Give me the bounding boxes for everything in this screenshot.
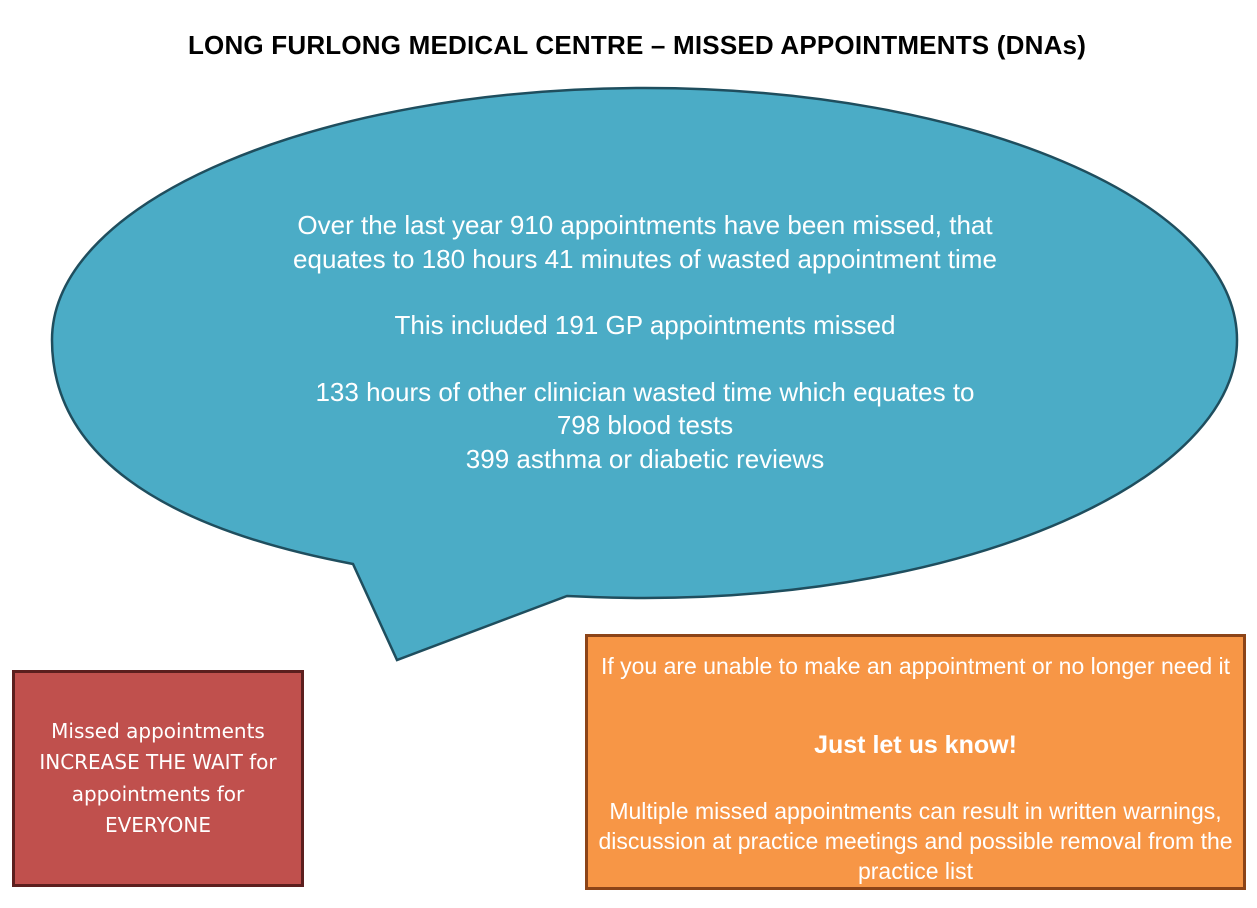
clinician-time-line: 133 hours of other clinician wasted time… [315,376,975,407]
increase-wait-text: Missed appointments INCREASE THE WAIT fo… [23,716,293,842]
increase-wait-box: Missed appointments INCREASE THE WAIT fo… [12,670,304,887]
increase-wait-line-2: INCREASE THE WAIT for [39,750,277,774]
page-title: LONG FURLONG MEDICAL CENTRE – MISSED APP… [187,30,1087,60]
missed-total-line: Over the last year 910 appointments have… [297,210,993,240]
wasted-time-line: equates to 180 hours 41 minutes of waste… [293,243,997,274]
increase-wait-line-3: appointments for [71,781,245,806]
increase-wait-line-1: Missed appointments [51,718,265,743]
removal-warning-text: Multiple missed appointments can result … [598,798,1233,884]
speech-bubble-text: Over the last year 910 appointments have… [170,209,1120,476]
unable-to-attend-text: If you are unable to make an appointment… [600,653,1231,679]
increase-wait-line-4: EVERYONE [104,813,212,837]
let-us-know-box: If you are unable to make an appointment… [585,634,1246,890]
blood-tests-line: 798 blood tests [556,410,734,440]
let-us-know-headline: Just let us know! [814,731,1017,759]
reviews-line: 399 asthma or diabetic reviews [465,443,825,474]
speech-bubble-shape [50,86,1239,662]
gp-missed-line: This included 191 GP appointments missed [394,310,896,340]
